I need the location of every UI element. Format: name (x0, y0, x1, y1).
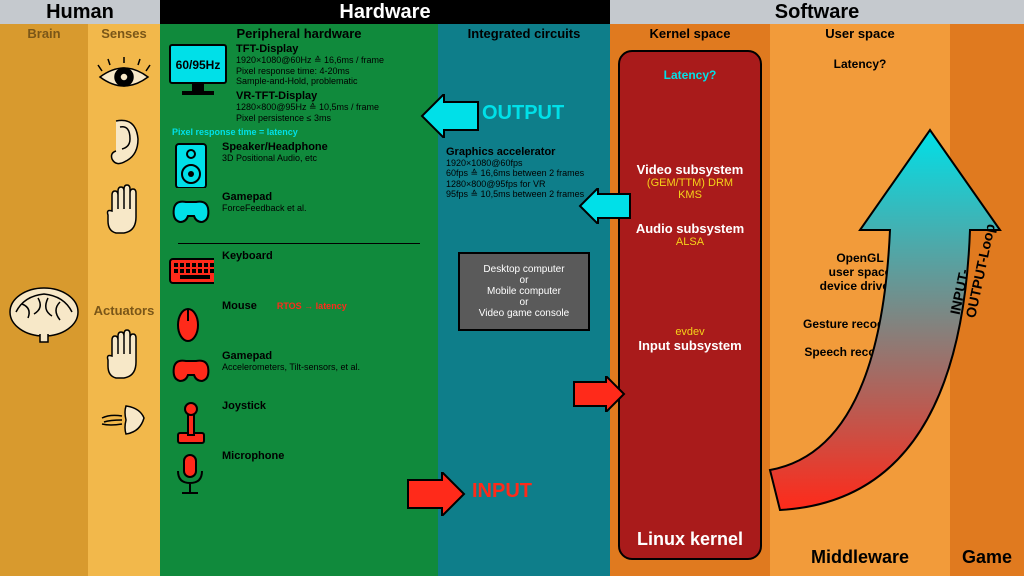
middleware-label: Middleware (770, 547, 950, 568)
tft-title: TFT-Display (236, 43, 384, 55)
kernel-latency: Latency? (620, 68, 760, 82)
k-input: Input subsystem (620, 338, 760, 353)
periph-gamepad: GamepadForceFeedback et al. (168, 191, 438, 237)
header-hardware: Hardware (160, 0, 610, 24)
k-evdev: evdev (620, 326, 760, 338)
header-human: Human (0, 0, 160, 24)
game-label: Game (950, 547, 1024, 568)
mouse-icon (168, 299, 214, 347)
col-peripheral: Peripheral hardware 60/95Hz TFT-Display … (160, 24, 438, 576)
subheader-ic: Integrated circuits (438, 24, 610, 41)
k-drm: (GEM/TTM) DRM (620, 177, 760, 189)
ga-line-3: 95fps ≙ 10,5ms between 2 frames (446, 189, 584, 200)
ga-title: Graphics accelerator (446, 146, 584, 158)
svg-text:60/95Hz: 60/95Hz (176, 58, 221, 72)
subheader-user: User space (770, 24, 950, 41)
subheader-actuators: Actuators (88, 301, 160, 318)
output-label: OUTPUT (482, 102, 564, 125)
eye-icon (96, 57, 152, 97)
hand-icon (100, 181, 148, 237)
tft-line-1: Pixel response time: 4-20ms (236, 66, 384, 76)
subheader-senses: Senses (88, 24, 160, 41)
loop-arrow (760, 50, 1024, 530)
hand-icon-2 (100, 326, 148, 382)
speaker-icon (168, 140, 214, 188)
k-audio: Audio subsystem (620, 221, 760, 236)
gamepad-icon (168, 190, 214, 238)
ga-line-0: 1920×1080@60fps (446, 158, 584, 168)
input-arrow (406, 472, 466, 516)
k-video: Video subsystem (620, 162, 760, 177)
cb-1: or (464, 275, 584, 286)
ga-arrow (578, 188, 632, 224)
k-kms: KMS (620, 189, 760, 201)
mouth-icon (96, 398, 152, 442)
latency-note: Pixel response time = latency (172, 127, 438, 137)
kernel-box: Latency? Video subsystem (GEM/TTM) DRM K… (618, 50, 762, 560)
periph-gamepad: GamepadAccelerometers, Tilt-sensors, et … (168, 350, 438, 396)
gamepad-icon (168, 349, 214, 397)
ear-icon (102, 115, 146, 171)
col-senses: Senses Actuators (88, 24, 160, 576)
subheader-periph: Peripheral hardware (160, 24, 438, 41)
input-label: INPUT (472, 480, 532, 503)
joystick-icon (168, 399, 214, 447)
computer-box: Desktop computer or Mobile computer or V… (458, 252, 590, 331)
cb-0: Desktop computer (464, 264, 584, 275)
vr-line-1: Pixel persistence ≤ 3ms (236, 113, 384, 123)
brain-icon (4, 284, 84, 344)
periph-mic: Microphone (168, 450, 438, 496)
col-brain: Brain (0, 24, 88, 576)
tft-line-2: Sample-and-Hold, problematic (236, 76, 384, 86)
periph-keyboard: Keyboard (168, 250, 438, 296)
cb-2: Mobile computer (464, 286, 584, 297)
periph-mouse: MouseRTOS → latency (168, 300, 438, 346)
periph-speaker: Speaker/Headphone3D Positional Audio, et… (168, 141, 438, 187)
cb-4: Video game console (464, 308, 584, 319)
ga-line-1: 60fps ≙ 16,6ms between 2 frames (446, 168, 584, 179)
kernel-title: Linux kernel (620, 529, 760, 550)
mic-icon (168, 449, 214, 497)
periph-joystick: Joystick (168, 400, 438, 446)
header-software: Software (610, 0, 1024, 24)
col-kernel: Kernel space Latency? Video subsystem (G… (610, 24, 770, 576)
tft-line-0: 1920×1080@60Hz ≙ 16,6ms / frame (236, 55, 384, 66)
cb-3: or (464, 297, 584, 308)
keyboard-icon (168, 249, 214, 297)
k-alsa: ALSA (620, 236, 760, 248)
vr-title: VR-TFT-Display (236, 90, 384, 102)
vr-line-0: 1280×800@95Hz ≙ 10,5ms / frame (236, 102, 384, 113)
ga-line-2: 1280×800@95fps for VR (446, 179, 584, 189)
subheader-kernel: Kernel space (610, 24, 770, 41)
monitor-icon: 60/95Hz (168, 43, 228, 99)
output-arrow (420, 94, 480, 138)
subheader-brain: Brain (0, 24, 88, 41)
evdev-arrow (572, 376, 626, 412)
